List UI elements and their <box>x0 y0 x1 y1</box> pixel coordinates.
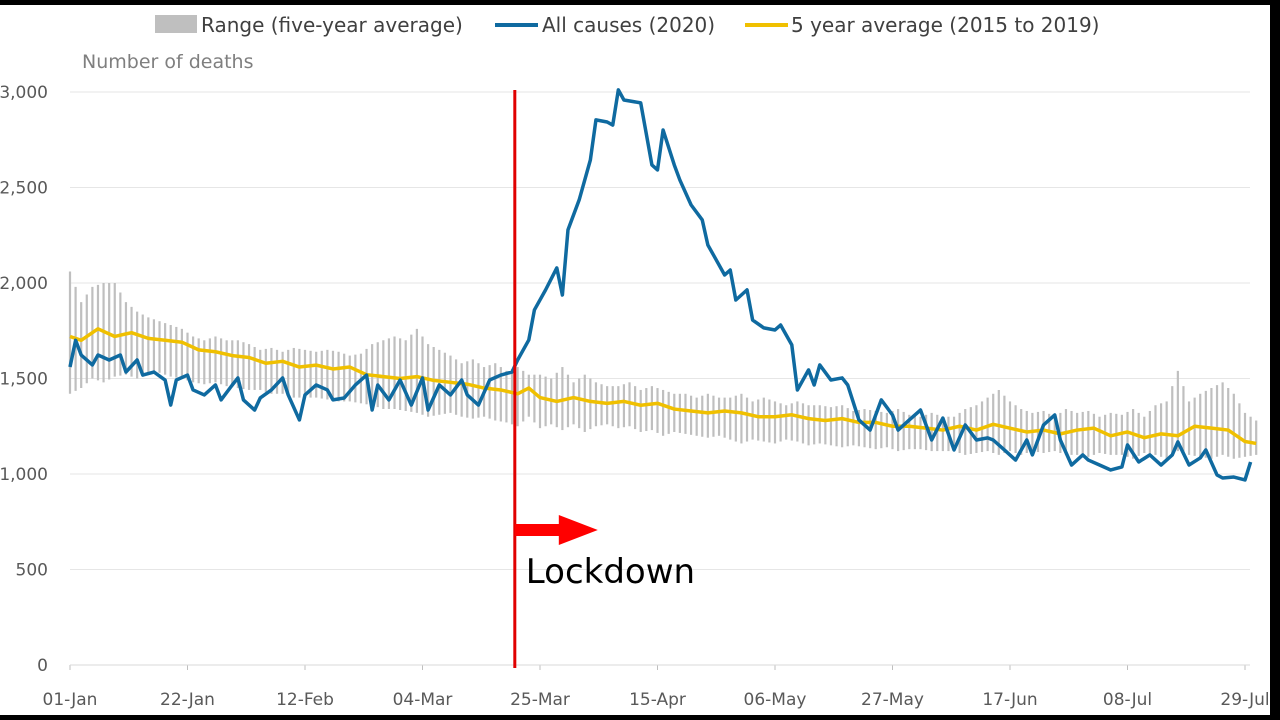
lockdown-label: Lockdown <box>526 552 695 592</box>
x-tick-label: 06-May <box>744 690 807 710</box>
y-axis-ticks: 0 500 1,000 1,500 2,000 2,500 3,000 <box>0 83 48 676</box>
x-tick-label: 22-Jan <box>160 690 215 710</box>
x-tick-label: 25-Mar <box>510 690 570 710</box>
x-tick-label: 04-Mar <box>393 690 453 710</box>
legend: Range (five-year average) All causes (20… <box>155 13 1100 37</box>
legend-swatch-range <box>155 15 197 33</box>
legend-label-range: Range (five-year average) <box>201 13 463 37</box>
legend-label-all-causes: All causes (2020) <box>542 13 715 37</box>
chart-frame: 0 500 1,000 1,500 2,000 2,500 3,000 01-Jan 22-J… <box>0 5 1270 715</box>
x-tick-label: 15-Apr <box>629 690 686 710</box>
x-tick-label: 27-May <box>861 690 924 710</box>
y-tick-label: 0 <box>37 656 48 676</box>
x-tick-label: 29-Jul <box>1220 690 1269 710</box>
x-tick-label: 12-Feb <box>276 690 334 710</box>
y-tick-label: 3,000 <box>0 83 48 103</box>
y-tick-label: 2,500 <box>0 179 48 199</box>
y-tick-label: 2,000 <box>0 274 48 294</box>
x-axis-ticks: 01-Jan 22-Jan 12-Feb 04-Mar 25-Mar 15-Apr 06-M… <box>43 665 1270 710</box>
series-lines <box>68 88 1257 482</box>
y-tick-label: 1,500 <box>0 370 48 390</box>
y-tick-label: 1,000 <box>0 465 48 485</box>
y-tick-label: 500 <box>16 561 48 581</box>
all-causes-line <box>68 88 1253 482</box>
legend-label-average: 5 year average (2015 to 2019) <box>791 13 1100 37</box>
x-tick-label: 01-Jan <box>43 690 98 710</box>
x-tick-label: 17-Jun <box>982 690 1037 710</box>
deaths-chart: 0 500 1,000 1,500 2,000 2,500 3,000 01-Jan 22-J… <box>0 13 1270 710</box>
x-tick-label: 08-Jul <box>1103 690 1152 710</box>
lockdown-arrow <box>514 515 598 545</box>
y-axis-label: Number of deaths <box>82 51 254 73</box>
